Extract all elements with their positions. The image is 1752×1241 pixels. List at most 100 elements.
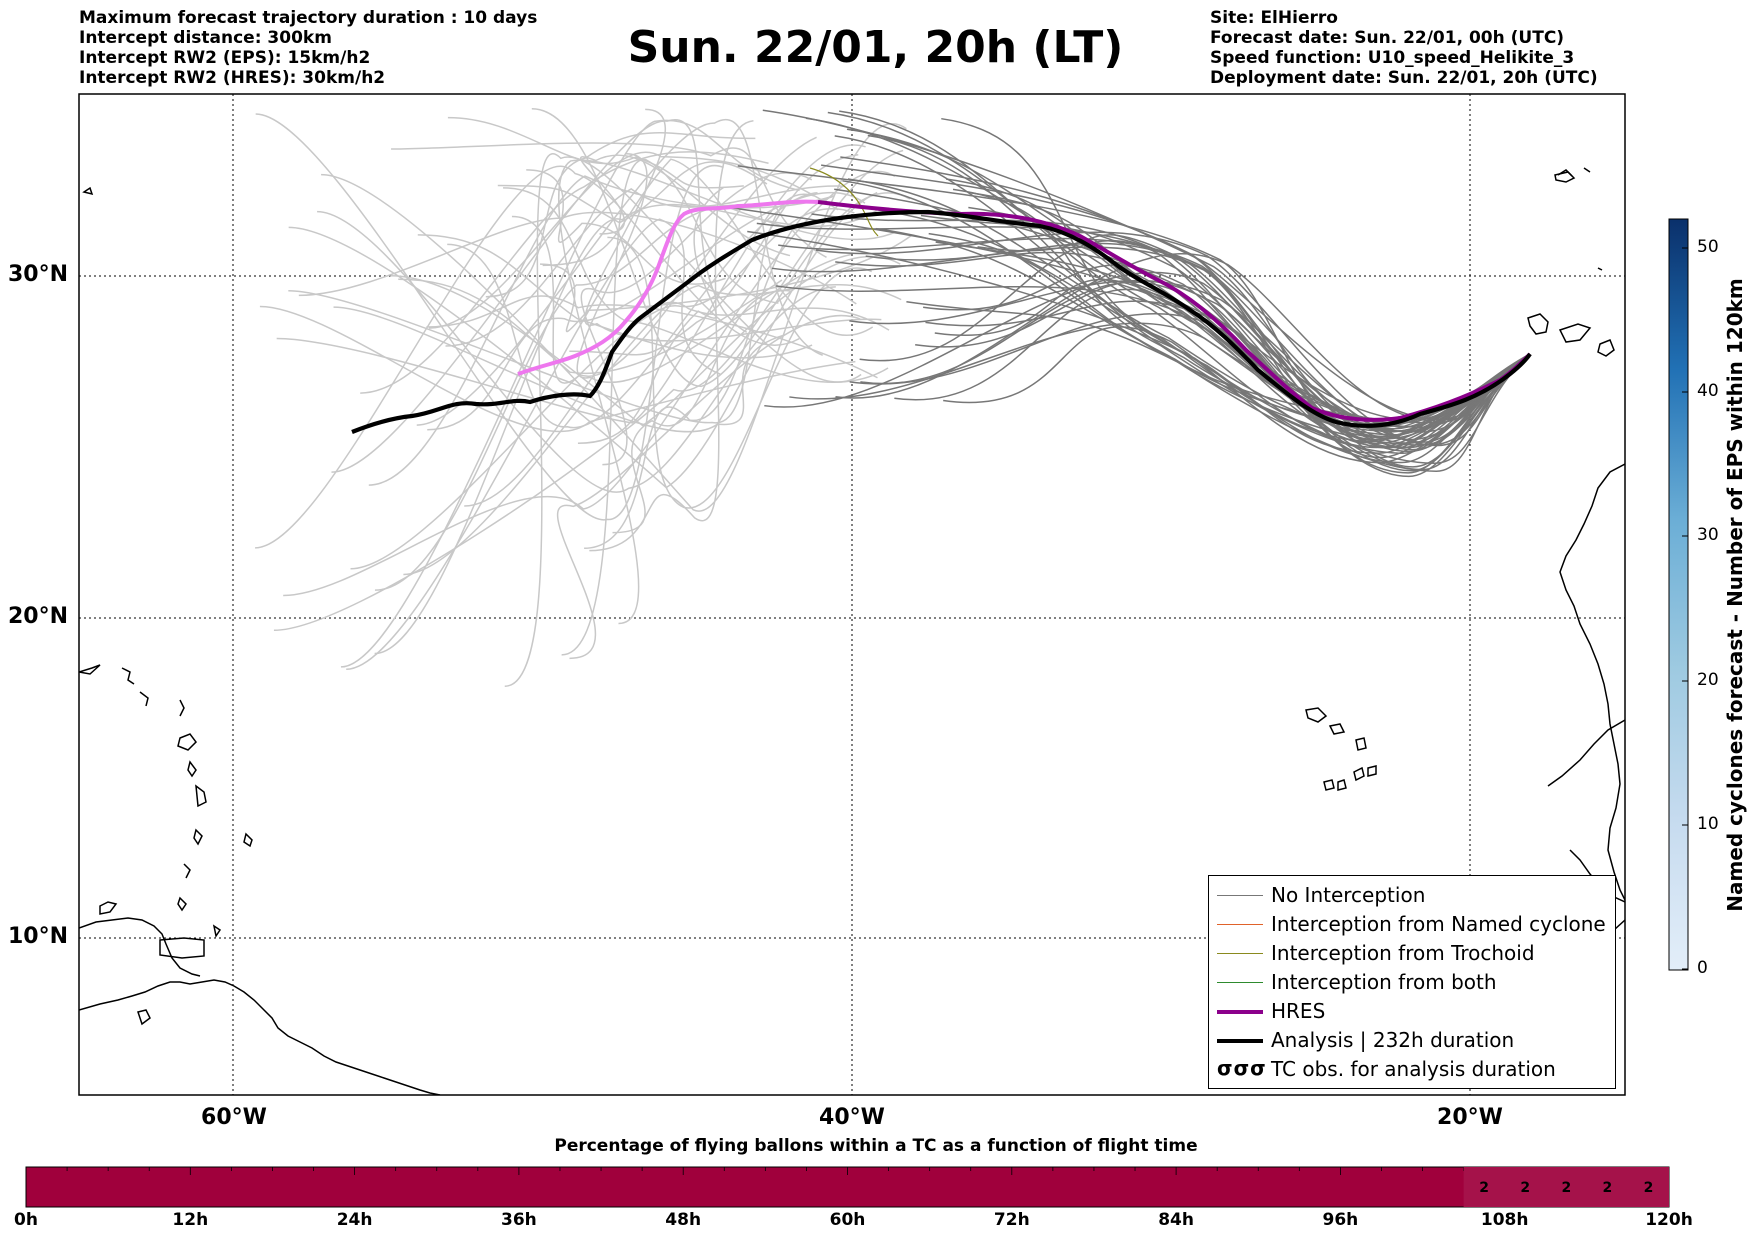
legend-item-hres: HRES (1209, 997, 1615, 1026)
eps-member-track-faded (569, 153, 859, 356)
eps-trajectories-faded (255, 108, 913, 687)
time-bar-value-label: 2 (1479, 1180, 1489, 1196)
coast-canary-lanzarote (1597, 267, 1603, 271)
header-line-site: Site: ElHierro (1210, 8, 1338, 28)
header-line-rw2-hres: Intercept RW2 (HRES): 30km/h2 (79, 68, 386, 88)
coast-caribbean-dominica (187, 760, 197, 778)
coast-caribbean-martinique (195, 784, 207, 808)
coast-capeverde-1 (1305, 707, 1328, 723)
eps-member-track-faded (321, 123, 907, 512)
eps-member-track-faded (273, 149, 904, 632)
legend-swatch-gray (1217, 895, 1263, 896)
hres-trajectory-early (517, 199, 819, 376)
eps-member-track-faded (540, 234, 913, 333)
eps-member-track-faded (283, 171, 896, 597)
map-frame (78, 93, 1626, 1096)
coast-west-africa (1559, 463, 1625, 901)
eps-member-track-faded (398, 278, 783, 375)
header-info-right: Site: ElHierro Forecast date: Sun. 22/01… (1210, 8, 1598, 88)
lon-label-60w: 60°W (201, 1105, 267, 1130)
eps-member-track-faded (391, 142, 827, 258)
eps-member-track-faded (612, 289, 792, 534)
eps-member-track-faded (255, 113, 724, 521)
time-tick-label: 60h (829, 1210, 866, 1230)
lat-label-20: 20°N (8, 604, 69, 629)
eps-member-track-faded (288, 191, 878, 489)
legend-label: Interception from both (1271, 970, 1497, 994)
coast-capeverde-2 (1355, 737, 1367, 751)
eps-member-track-faded (580, 154, 791, 257)
coast-caribbean-guadeloupe (177, 733, 197, 751)
legend-swatch-olive (1217, 953, 1263, 954)
legend-item-both: Interception from both (1209, 968, 1615, 997)
eps-member-track (771, 246, 1531, 459)
time-percentage-bar: 2 2 2 2 2 (25, 1166, 1670, 1208)
coast-south-america (79, 979, 441, 1095)
eps-member-track (847, 178, 1531, 436)
eps-member-track-faded (542, 158, 874, 336)
coast-tobago (212, 924, 222, 938)
page-title: Sun. 22/01, 20h (LT) (627, 22, 1124, 73)
time-bar-value-label: 2 (1644, 1180, 1654, 1196)
eps-member-track-faded (331, 119, 748, 473)
eps-trajectories-no-interception (726, 109, 1531, 478)
time-bar-value-label: 2 (1561, 1180, 1571, 1196)
coast-aruba (99, 901, 118, 915)
eps-member-track-faded (531, 108, 911, 388)
analysis-trajectory (351, 209, 1532, 434)
coast-canary-3 (1597, 339, 1615, 357)
eps-member-track-faded (360, 151, 769, 394)
eps-member-track (775, 285, 1531, 438)
header-line-deployment-date: Deployment date: Sun. 22/01, 20h (UTC) (1210, 68, 1598, 88)
colorbar-tick-30: 30 (1697, 525, 1719, 545)
coast-caribbean-svg (183, 863, 191, 879)
eps-member-track-faded (317, 210, 836, 493)
coast-capeverde-5 (1367, 765, 1377, 777)
legend-item-trochoid: Interception from Trochoid (1209, 939, 1615, 968)
colorbar-label-container: Named cyclones forecast - Number of EPS … (1720, 220, 1750, 970)
eps-member-track (952, 188, 1531, 454)
legend-swatch-orange (1217, 924, 1263, 925)
eps-member-track (867, 134, 1531, 430)
header-info-left: Maximum forecast trajectory duration : 1… (79, 8, 537, 88)
eps-member-track (878, 209, 1531, 454)
coast-margarita (137, 1009, 151, 1026)
coast-capeverde-7 (1337, 779, 1347, 791)
colorbar-tick-10: 10 (1697, 814, 1719, 834)
coast-trinidad (159, 937, 205, 959)
eps-member-track-faded (447, 116, 744, 189)
eps-member-track-faded (333, 306, 784, 433)
eps-member-track-faded (346, 218, 722, 670)
legend-item-no-interception: No Interception (1209, 881, 1615, 910)
eps-member-track-faded (259, 305, 856, 433)
time-tick-label: 12h (172, 1210, 209, 1230)
coast-caribbean-vi (121, 667, 135, 685)
time-tick-label: 96h (1322, 1210, 1359, 1230)
coast-caribbean-stlucia (193, 828, 203, 846)
coast-caribbean-grenada (177, 896, 187, 912)
eps-member-track (835, 253, 1531, 422)
time-tick-label: 108h (1480, 1210, 1529, 1230)
time-tick-label: 72h (993, 1210, 1030, 1230)
coast-west-africa-lower (1547, 719, 1625, 787)
eps-member-track (839, 110, 1531, 449)
coast-caribbean-puerto-rico (79, 664, 101, 675)
legend-label: Interception from Trochoid (1271, 941, 1535, 965)
cyclone-symbols-icon: σσσ (1217, 1056, 1267, 1080)
legend-label: No Interception (1271, 883, 1426, 907)
map-legend: No Interception Interception from Named … (1208, 875, 1616, 1089)
eps-member-track (834, 135, 1531, 464)
eps-member-track (925, 300, 1531, 439)
legend-label: HRES (1271, 999, 1326, 1023)
page-title-container: Sun. 22/01, 20h (LT) (0, 22, 1752, 74)
time-bar-title: Percentage of flying ballons within a TC… (554, 1136, 1198, 1156)
header-line-forecast-date: Forecast date: Sun. 22/01, 00h (UTC) (1210, 28, 1565, 48)
eps-member-track-faded (580, 172, 813, 466)
legend-swatch-green (1217, 982, 1263, 983)
eps-member-track-faded (445, 185, 845, 347)
coast-caribbean-leeward-1 (139, 691, 149, 707)
eps-member-track (842, 180, 1531, 424)
eps-member-track (923, 264, 1531, 472)
eps-member-track-faded (577, 186, 725, 444)
